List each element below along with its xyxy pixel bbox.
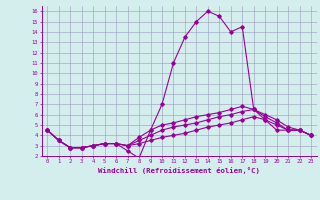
X-axis label: Windchill (Refroidissement éolien,°C): Windchill (Refroidissement éolien,°C) (98, 167, 260, 174)
